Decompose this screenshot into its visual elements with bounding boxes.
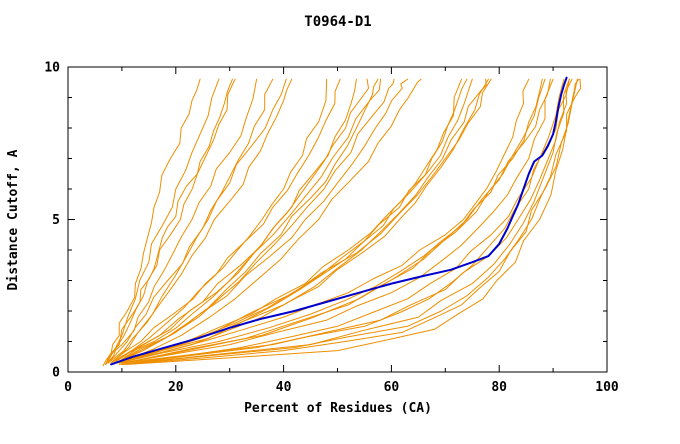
model-curve [110,78,369,364]
series-lines [102,76,582,367]
y-tick-label: 10 [44,61,60,76]
model-curve [124,78,546,364]
model-curve [118,78,565,365]
x-tick-label: 60 [384,380,400,395]
model-curve [121,78,570,365]
axes [67,66,608,373]
model-curve [116,78,409,364]
model-curve [121,78,582,365]
y-axis-label: Distance Cutoff, A [6,149,21,290]
x-tick-label: 20 [168,380,184,395]
chart-title: T0964-D1 [304,14,371,30]
model-curve [105,78,233,365]
model-curve [102,78,201,367]
model-curve [118,78,543,364]
model-curve [105,78,236,365]
x-tick-label: 80 [491,380,507,395]
x-tick-label: 0 [64,380,72,395]
highlighted-model-curve [110,76,568,366]
x-axis-label: Percent of Residues (CA) [244,401,432,416]
model-curve [110,78,328,364]
model-curve [107,78,293,364]
model-curve [116,78,462,364]
model-curve [116,78,395,364]
model-curve [118,78,489,364]
model-curve [110,78,341,364]
model-curve [105,78,258,365]
model-curve [121,78,554,364]
y-tick-label: 5 [52,213,60,228]
model-curve [124,78,551,364]
model-curve [110,78,287,364]
x-tick-label: 100 [595,380,619,395]
x-tick-label: 40 [276,380,292,395]
model-curve [116,78,530,364]
model-curve [121,78,573,364]
y-tick-label: 0 [52,366,60,381]
tick-labels: 0 20 40 60 80 100 0 5 10 [44,61,619,396]
model-curve [118,78,382,362]
model-curve [118,78,422,364]
model-curve [116,78,473,364]
model-curve [105,78,220,365]
model-curve [121,78,492,364]
model-curve [126,78,580,365]
